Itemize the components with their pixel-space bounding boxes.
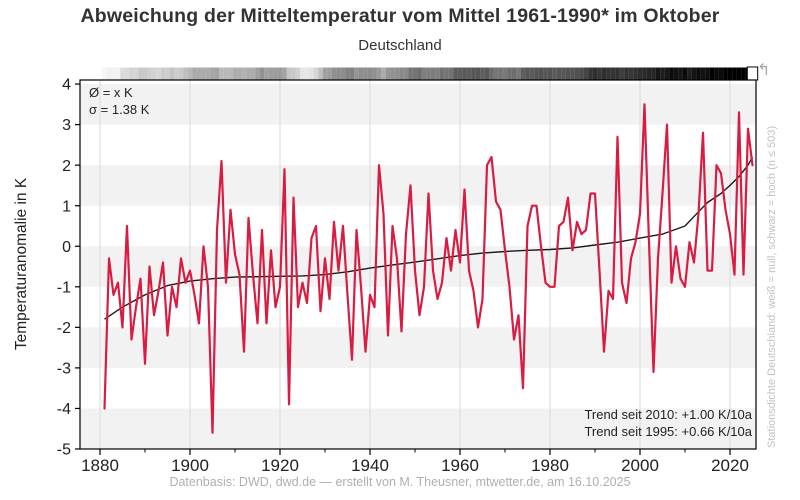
y-tick-label: -1 — [57, 279, 71, 296]
trend-box: Trend seit 2010: +1.00 K/10a Trend seit … — [584, 407, 752, 440]
sigma-annotation: σ = 1.38 K — [89, 102, 150, 117]
y-tick-label: 0 — [62, 239, 71, 256]
axis-ticks: -5 -4 -3 -2 -1 0 1 2 3 4 1880 1900 1920 1940 1960 1980 2… — [57, 77, 749, 475]
trend-since-1995: Trend seit 1995: +0.66 K/10a — [584, 423, 752, 439]
y-tick-label: -4 — [57, 401, 71, 418]
x-tick-label: 1940 — [351, 456, 389, 475]
y-tick-label: 2 — [62, 158, 71, 175]
y-tick-label: 1 — [62, 198, 71, 215]
anomaly-series-line — [103, 103, 754, 434]
station-density-bar — [102, 66, 759, 81]
plot-frame — [79, 79, 757, 450]
x-tick-label: 1880 — [81, 456, 119, 475]
chart-title: Abweichung der Mitteltemperatur vom Mitt… — [80, 5, 720, 27]
y-tick-label: -3 — [57, 361, 71, 378]
y-tick-label: 3 — [62, 117, 71, 134]
x-tick-label: 1960 — [441, 456, 479, 475]
smoothed-trend-line — [104, 156, 754, 320]
y-axis-label: Temperaturanomalie in K — [13, 177, 30, 351]
x-tick-label: 2000 — [621, 456, 659, 475]
x-tick-label: 1980 — [531, 456, 569, 475]
horizontal-bands — [80, 84, 756, 449]
x-tick-label: 1920 — [261, 456, 299, 475]
chart-subtitle: Deutschland — [358, 37, 442, 54]
stats-annotation: Ø = x K σ = 1.38 K — [89, 84, 149, 118]
mean-annotation: Ø = x K — [89, 85, 133, 100]
curved-arrow-icon: ↰ — [757, 62, 771, 79]
footer-credit: Datenbasis: DWD, dwd.de — erstellt von M… — [169, 475, 631, 489]
x-tick-label: 2020 — [711, 456, 749, 475]
station-density-caption: Stationsdichte Deutschland: weiß = null,… — [766, 125, 778, 448]
x-tick-label: 1900 — [171, 456, 209, 475]
y-tick-label: -5 — [57, 442, 71, 459]
y-tick-label: -2 — [57, 320, 71, 337]
y-tick-label: 4 — [62, 77, 71, 94]
trend-since-2010: Trend seit 2010: +1.00 K/10a — [584, 407, 752, 422]
